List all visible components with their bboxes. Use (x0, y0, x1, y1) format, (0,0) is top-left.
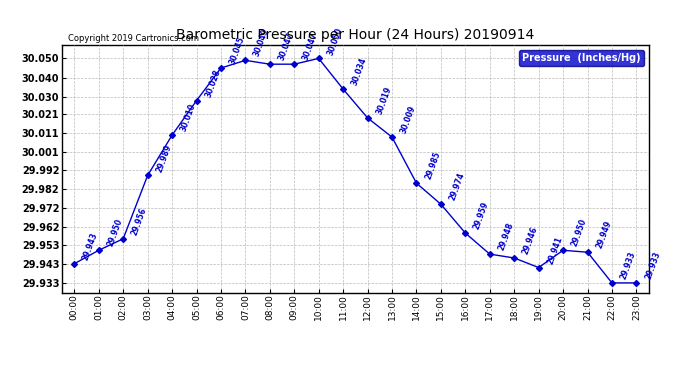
Text: 29.933: 29.933 (643, 250, 662, 281)
Text: 29.956: 29.956 (130, 206, 148, 237)
Text: 30.010: 30.010 (179, 102, 197, 133)
Text: 29.949: 29.949 (595, 220, 613, 250)
Text: 29.985: 29.985 (424, 150, 442, 181)
Text: 30.047: 30.047 (302, 32, 319, 62)
Text: 29.959: 29.959 (472, 201, 491, 231)
Text: 30.009: 30.009 (399, 105, 417, 135)
Text: 30.034: 30.034 (350, 57, 368, 87)
Text: 30.049: 30.049 (253, 28, 270, 58)
Text: 30.028: 30.028 (204, 68, 222, 99)
Legend: Pressure  (Inches/Hg): Pressure (Inches/Hg) (520, 50, 644, 66)
Text: 29.989: 29.989 (155, 143, 173, 173)
Text: Copyright 2019 Cartronics.com: Copyright 2019 Cartronics.com (68, 33, 199, 42)
Text: 29.941: 29.941 (546, 235, 564, 266)
Text: 30.047: 30.047 (277, 32, 295, 62)
Title: Barometric Pressure per Hour (24 Hours) 20190914: Barometric Pressure per Hour (24 Hours) … (176, 28, 535, 42)
Text: 29.950: 29.950 (106, 218, 124, 248)
Text: 29.946: 29.946 (521, 225, 540, 256)
Text: 30.019: 30.019 (375, 85, 393, 116)
Text: 29.974: 29.974 (448, 171, 466, 202)
Text: 29.950: 29.950 (570, 218, 589, 248)
Text: 30.045: 30.045 (228, 36, 246, 66)
Text: 29.933: 29.933 (619, 250, 638, 281)
Text: 29.948: 29.948 (497, 221, 515, 252)
Text: 29.943: 29.943 (81, 231, 99, 261)
Text: 30.050: 30.050 (326, 26, 344, 56)
